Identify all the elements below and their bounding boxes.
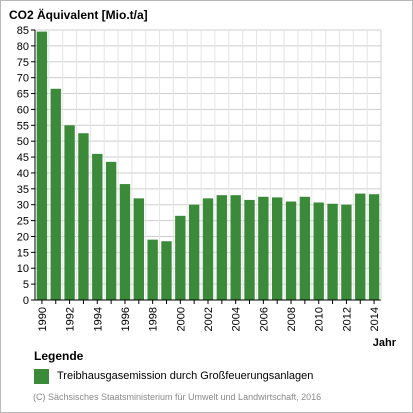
bar-chart: 0 5 10 15 20 25 30 35 40 45 50 55 60 65 70 75 80 85 1990 19…	[17, 25, 382, 331]
x-tick-label: 1990	[37, 307, 49, 331]
x-axis-label: Jahr	[372, 337, 396, 349]
y-tick-label: 35	[17, 184, 29, 196]
bar-1993	[78, 133, 89, 300]
x-tick-label: 2004	[231, 307, 243, 331]
bar-2000	[175, 215, 186, 300]
bar-2002	[202, 198, 214, 300]
y-tick-label: 60	[17, 104, 29, 116]
legend-label: Treibhausgasemission durch Großfeuerungs…	[57, 370, 314, 382]
copyright-notice: (C) Sächsisches Staatsministerium für Um…	[33, 392, 322, 402]
y-tick-label: 70	[17, 73, 29, 85]
x-tick-label: 1996	[120, 307, 132, 331]
bar-2004	[230, 195, 241, 300]
x-tick-label: 2008	[286, 307, 298, 331]
chart-title: CO2 Äquivalent [Mio.t/a]	[9, 8, 148, 22]
y-tick-label: 20	[17, 231, 29, 243]
bar-2005	[244, 199, 255, 300]
bar-1998	[147, 239, 158, 300]
x-tick-label: 1998	[148, 307, 160, 331]
bar-1995	[105, 161, 117, 300]
x-tick-label: 1994	[92, 307, 104, 331]
y-tick-label: 85	[17, 25, 29, 37]
bar-2013	[355, 193, 366, 300]
bar-1997	[133, 198, 144, 300]
x-tick-label: 2002	[203, 307, 215, 331]
x-tick-label: 2012	[341, 307, 353, 331]
y-tick-label: 5	[23, 279, 29, 291]
bar-1999	[161, 241, 172, 300]
bar-2008	[285, 201, 297, 300]
bar-1994	[92, 153, 103, 300]
y-tick-label: 80	[17, 41, 29, 53]
bar-2010	[313, 202, 324, 300]
y-tick-label: 25	[17, 216, 29, 228]
bar-2006	[258, 196, 269, 300]
y-tick-label: 40	[17, 168, 29, 180]
legend-title: Legende	[34, 349, 84, 363]
bar-2003	[216, 195, 228, 300]
y-tick-label: 10	[17, 263, 29, 275]
y-tick-label: 30	[17, 200, 29, 212]
x-tick-label: 1992	[65, 307, 77, 331]
bar-2014	[368, 194, 380, 300]
bar-2007	[272, 197, 283, 300]
x-tick-label: 2014	[369, 307, 381, 331]
y-tick-label: 45	[17, 152, 29, 164]
bar-1992	[64, 125, 75, 300]
bar-1996	[119, 184, 131, 300]
bar-1990	[36, 31, 48, 301]
y-tick-label: 75	[17, 57, 29, 69]
y-tick-label: 15	[17, 247, 29, 259]
bar-2009	[299, 196, 311, 300]
x-tick-label: 2010	[314, 307, 326, 331]
x-tick-label: 2006	[258, 307, 270, 331]
bar-2011	[327, 203, 338, 300]
y-tick-label: 50	[17, 136, 29, 148]
bar-1991	[50, 88, 61, 300]
bar-2012	[341, 204, 352, 300]
bar-2001	[188, 204, 200, 300]
y-tick-label: 65	[17, 89, 29, 101]
x-tick-label: 2000	[175, 307, 187, 331]
legend-swatch	[34, 369, 49, 384]
y-tick-label: 0	[23, 295, 29, 307]
y-tick-label: 55	[17, 120, 29, 132]
